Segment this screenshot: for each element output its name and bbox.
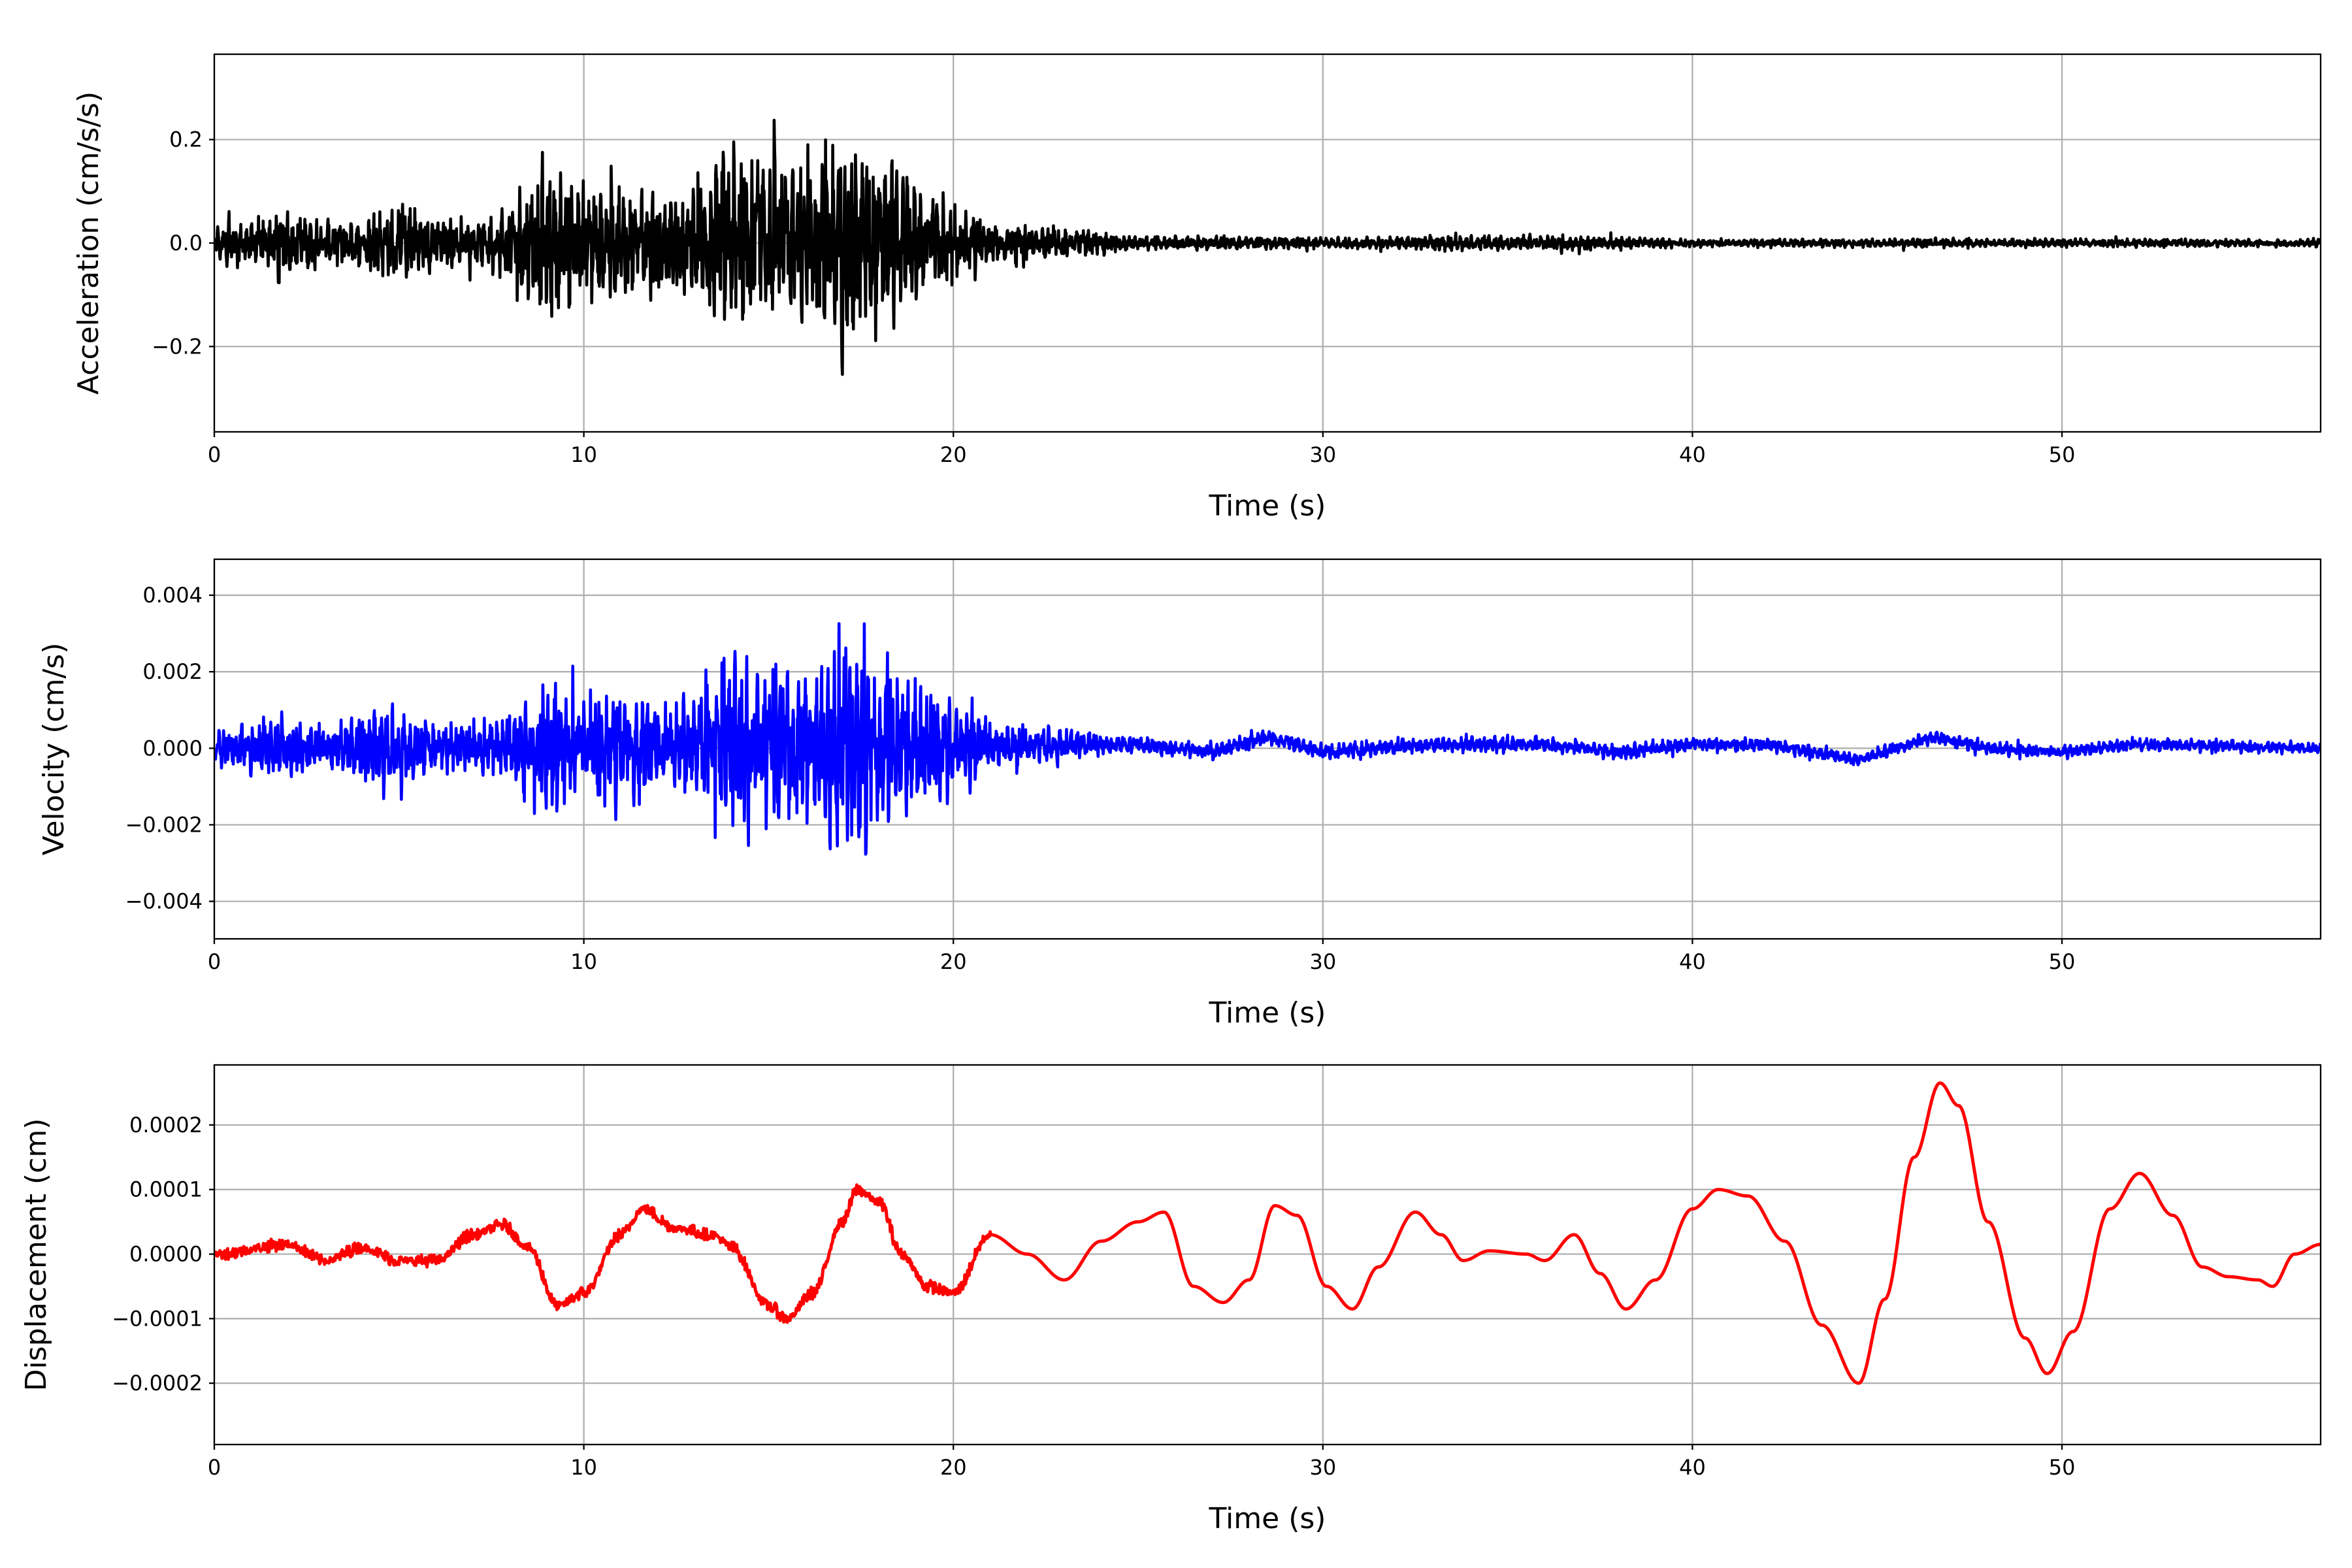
- y-tick-label: 0.000: [142, 736, 203, 760]
- axes-frame: [213, 558, 2322, 940]
- x-tick-label: 10: [570, 442, 597, 467]
- y-tick-label: 0.004: [142, 583, 203, 608]
- x-tick-label: 20: [940, 442, 967, 467]
- x-tick-label: 30: [1309, 442, 1336, 467]
- x-tick-label: 40: [1679, 1455, 1706, 1480]
- velocity-series-line: [214, 622, 2321, 856]
- x-tick-label: 30: [1309, 1455, 1336, 1480]
- y-tick-label: −0.002: [125, 812, 203, 837]
- x-tick-label: 30: [1309, 949, 1336, 974]
- x-axis-label: Time (s): [1209, 1502, 1326, 1535]
- x-tick-label: 0: [208, 949, 221, 974]
- y-tick-label: 0.2: [169, 127, 203, 152]
- y-axis-label: Velocity (cm/s): [37, 643, 71, 856]
- x-tick-label: 0: [208, 1455, 221, 1480]
- x-tick-label: 50: [2049, 442, 2076, 467]
- y-tick-label: −0.004: [125, 889, 203, 914]
- displacement-chart: 0 10 20 30 40 50 −0.0002 −0.0001 0.0000 0.0001 0.0…: [20, 1064, 2322, 1535]
- acceleration-chart: 0 10 20 30 40 50 −0.2 0.0 0.2 Time (s) Acceleratio…: [72, 53, 2322, 523]
- acceleration-series-line: [214, 118, 2321, 376]
- x-tick-label: 50: [2049, 1455, 2076, 1480]
- x-axis-label: Time (s): [1209, 996, 1326, 1030]
- y-tick-label: 0.0001: [129, 1177, 203, 1202]
- y-tick-label: −0.0001: [112, 1306, 203, 1331]
- x-tick-label: 40: [1679, 442, 1706, 467]
- x-tick-label: 20: [940, 949, 967, 974]
- x-axis-label: Time (s): [1209, 489, 1326, 523]
- y-tick-label: −0.2: [152, 334, 203, 359]
- y-tick-label: 0.0002: [129, 1113, 203, 1137]
- y-tick-label: −0.0002: [112, 1371, 203, 1396]
- velocity-chart: 0 10 20 30 40 50 −0.004 −0.002 0.000 0.002 0.004 Ti…: [37, 558, 2322, 1030]
- y-axis-label: Displacement (cm): [20, 1119, 53, 1392]
- x-tick-label: 10: [570, 949, 597, 974]
- y-tick-label: 0.002: [142, 659, 203, 684]
- displacement-series-line: [214, 1081, 2321, 1385]
- x-tick-label: 20: [940, 1455, 967, 1480]
- y-axis-label: Acceleration (cm/s/s): [72, 91, 105, 395]
- x-tick-label: 50: [2049, 949, 2076, 974]
- y-tick-label: 0.0000: [129, 1242, 203, 1267]
- y-tick-label: 0.0: [169, 231, 203, 255]
- x-tick-label: 0: [208, 442, 221, 467]
- x-tick-label: 40: [1679, 949, 1706, 974]
- x-tick-label: 10: [570, 1455, 597, 1480]
